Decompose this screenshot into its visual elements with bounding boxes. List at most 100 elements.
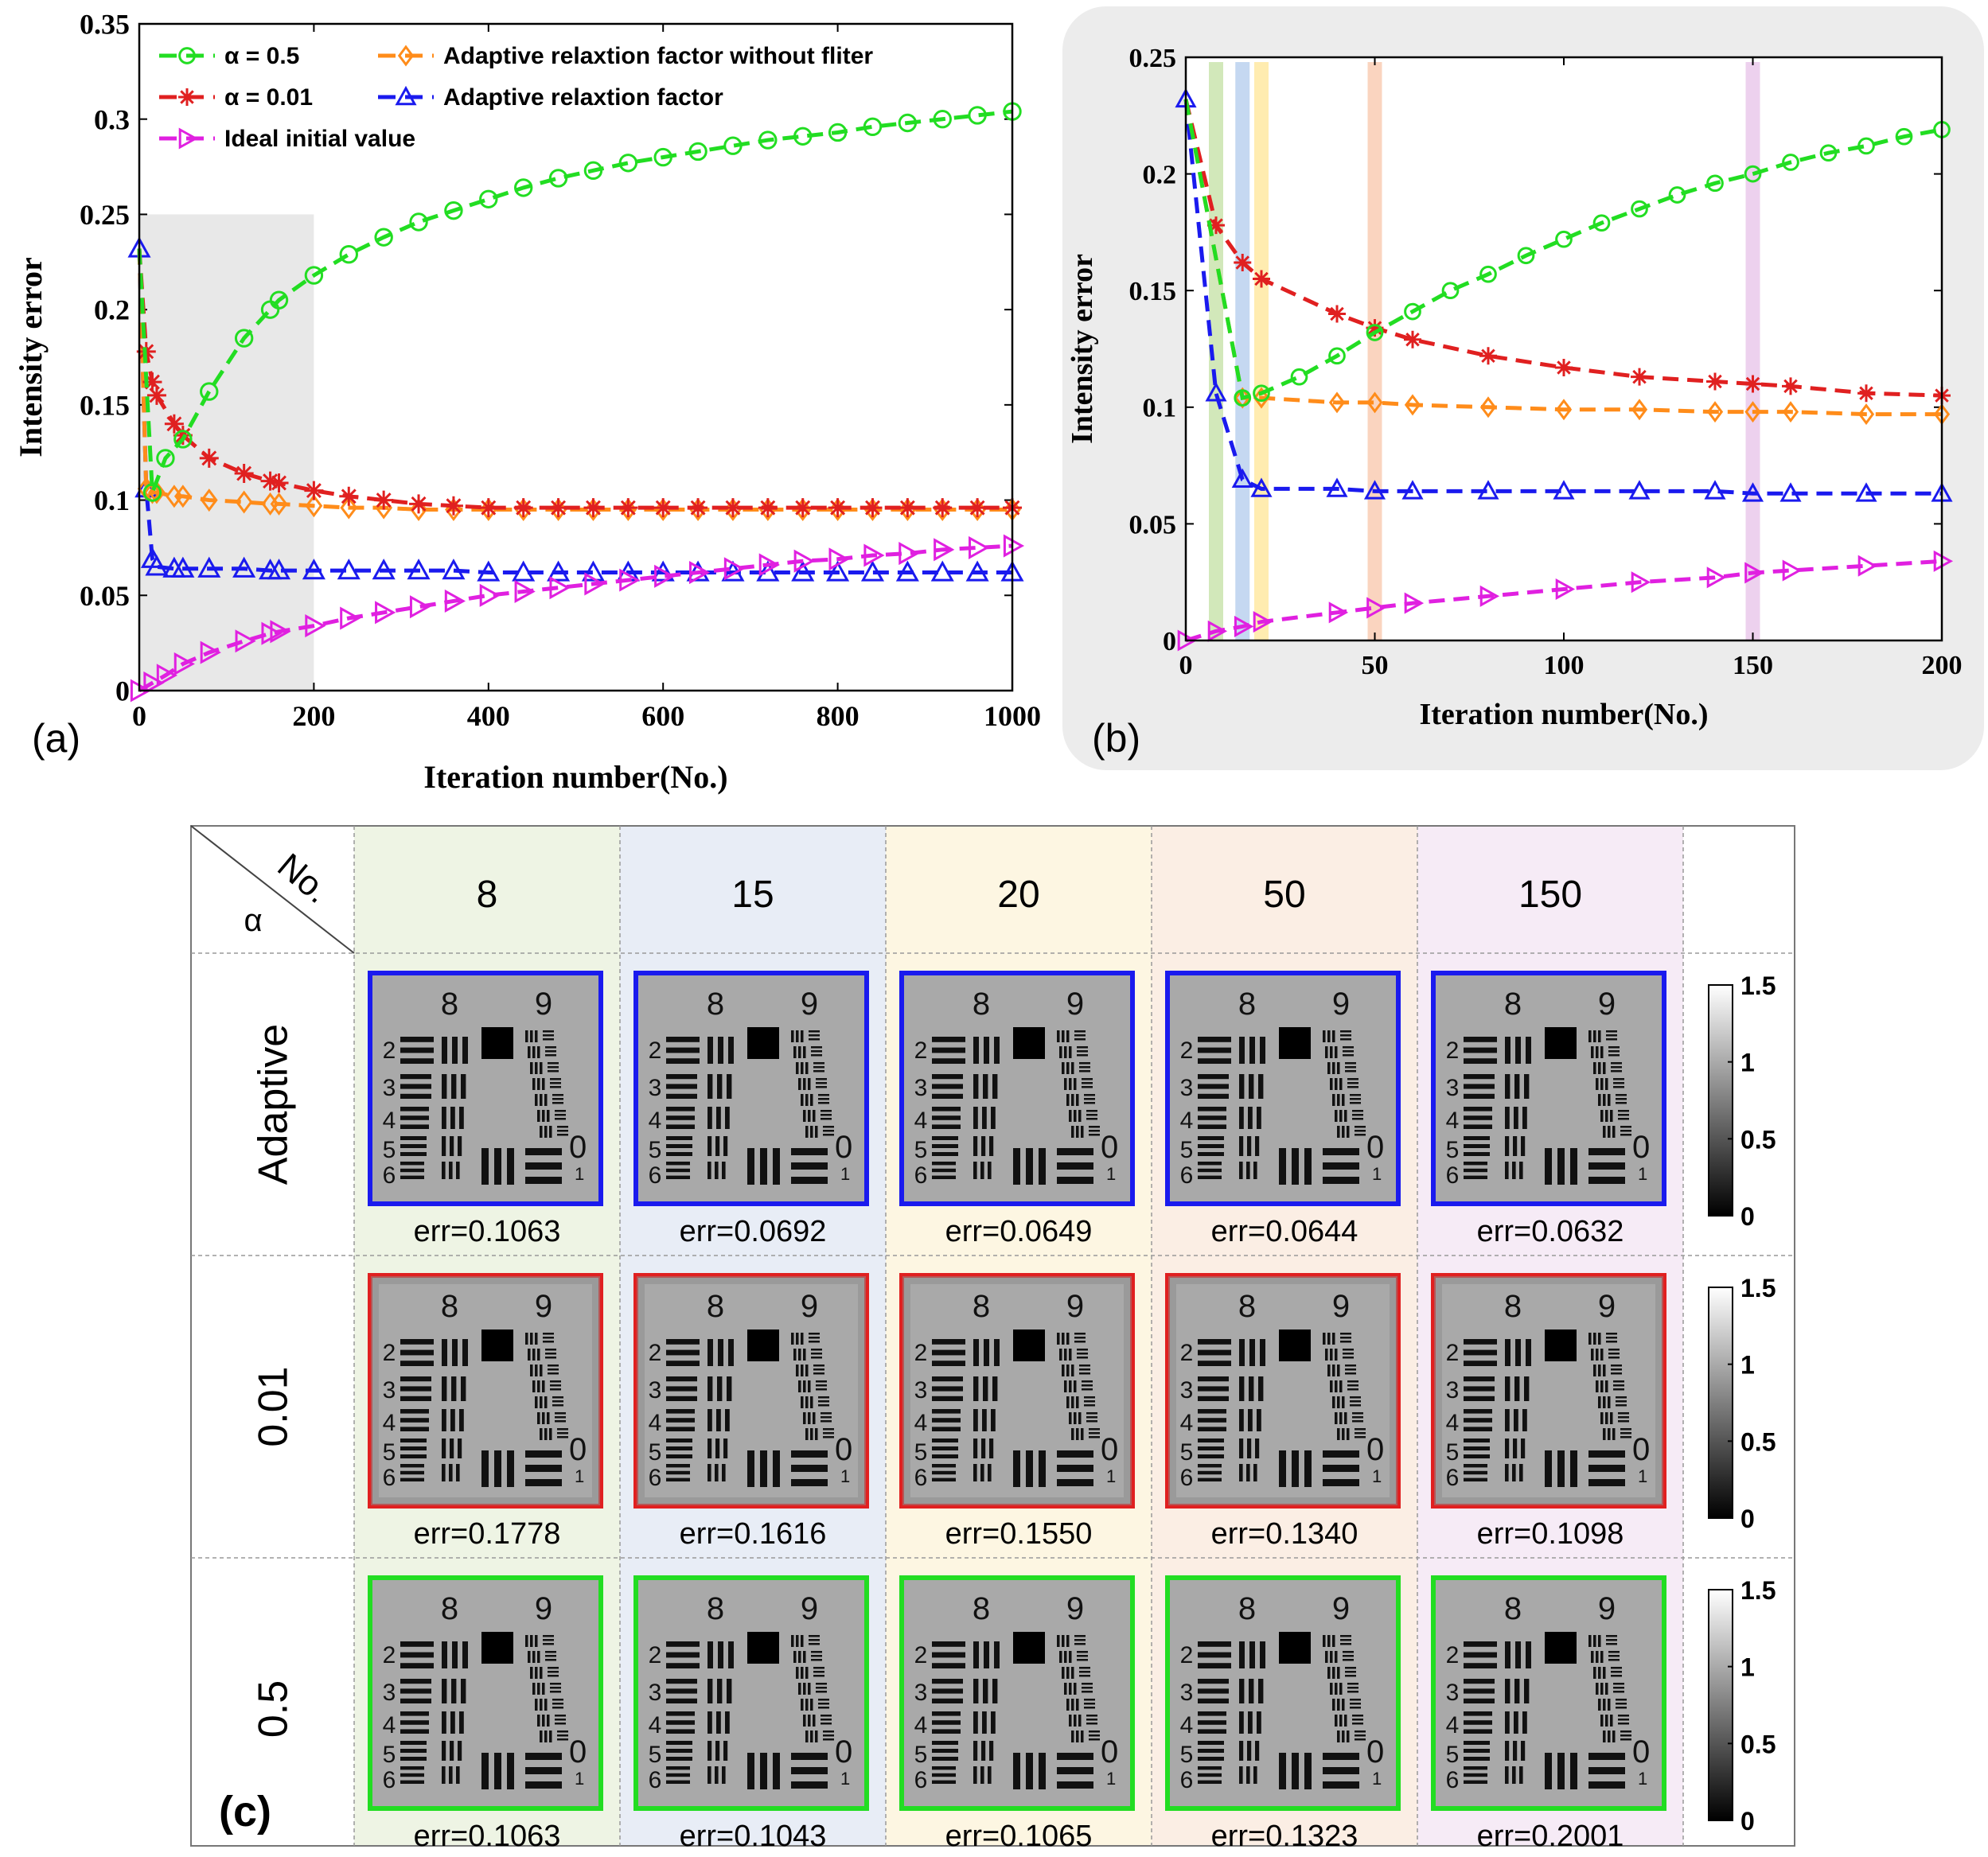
target-fine-bar xyxy=(1612,1730,1616,1742)
target-fine-bar xyxy=(1337,1699,1340,1711)
target-bar-vertical xyxy=(1246,1766,1250,1784)
target-square xyxy=(1545,1329,1577,1361)
target-bar-vertical xyxy=(988,1464,992,1481)
row-label-0.5: 0.5 xyxy=(251,1680,297,1738)
target-bar-horizontal xyxy=(1198,1749,1224,1753)
highlight-band-15 xyxy=(1235,62,1250,640)
target-fine-bar xyxy=(816,1078,827,1080)
colorbar xyxy=(1708,1287,1733,1519)
target-fine-bar xyxy=(1355,1130,1366,1132)
target-fine-bar xyxy=(803,1412,806,1424)
target-fine-bar xyxy=(548,1671,559,1673)
target-element-number: 6 xyxy=(1446,1162,1460,1189)
data-point xyxy=(1779,482,1802,502)
target-element-number: 6 xyxy=(1446,1465,1460,1491)
target-bar-horizontal xyxy=(932,1749,958,1753)
target-fine-bar xyxy=(811,1353,822,1355)
data-point xyxy=(653,498,673,518)
target-bar-horizontal xyxy=(666,1124,695,1129)
error-value: err=0.0644 xyxy=(1211,1215,1358,1248)
target-element-number: 2 xyxy=(914,1642,928,1668)
target-fine-bar xyxy=(1605,1078,1608,1090)
target-fine-bar xyxy=(543,1639,554,1641)
target-bar-horizontal xyxy=(666,1175,690,1179)
target-fine-bar xyxy=(1343,1353,1354,1355)
data-point xyxy=(860,560,885,582)
target-element-number: 2 xyxy=(1446,1038,1460,1064)
target-bar-horizontal xyxy=(400,1107,429,1111)
data-point xyxy=(197,556,221,578)
target-fine-bar xyxy=(809,1333,820,1335)
target-bar-vertical xyxy=(452,1641,458,1668)
target-bar-vertical xyxy=(1249,1679,1254,1703)
target-fine-bar xyxy=(555,1719,566,1721)
target-large-bar-vertical xyxy=(760,1753,767,1789)
target-large-bar-horizontal xyxy=(525,1753,562,1760)
target-large-bar-vertical xyxy=(507,1450,514,1487)
target-bar-vertical xyxy=(707,1162,711,1179)
target-large-bar-vertical xyxy=(1545,1148,1552,1185)
target-bar-vertical xyxy=(1505,1339,1510,1366)
legend-marker xyxy=(395,85,417,106)
target-fine-bar xyxy=(557,1130,568,1132)
target-fine-bar xyxy=(1074,1034,1086,1037)
target-fine-bar xyxy=(1610,1110,1613,1122)
target-fine-bar xyxy=(823,1130,834,1132)
target-bar-vertical xyxy=(1515,1037,1521,1064)
target-fine-bar xyxy=(530,1635,533,1647)
data-point xyxy=(1782,559,1803,582)
target-fine-bar xyxy=(823,1738,834,1741)
data-point xyxy=(1290,368,1308,386)
target-fine-bar xyxy=(1618,1110,1629,1112)
target-fine-bar xyxy=(1355,1730,1366,1733)
target-fine-bar xyxy=(808,1380,811,1392)
data-point xyxy=(269,473,289,493)
target-large-bar-vertical xyxy=(1279,1450,1286,1487)
target-bar-vertical xyxy=(984,1339,989,1366)
colorbar-tick-label: 1.5 xyxy=(1740,1576,1776,1605)
target-fine-bar xyxy=(805,1396,809,1408)
target-fine-bar xyxy=(555,1118,566,1120)
target-group-8: 8 xyxy=(441,987,458,1022)
target-fine-bar xyxy=(544,1428,548,1440)
target-bar-vertical xyxy=(1512,1464,1516,1481)
target-fine-bar xyxy=(1345,1365,1356,1367)
target-fine-bar xyxy=(1071,1126,1074,1138)
target-bar-vertical xyxy=(1514,1074,1520,1099)
target-fine-bar xyxy=(548,1368,559,1371)
target-bar-horizontal xyxy=(932,1679,963,1684)
target-group-8: 8 xyxy=(1504,1591,1522,1626)
target-group-8: 8 xyxy=(973,987,990,1022)
target-bar-vertical xyxy=(1257,1107,1261,1129)
target-bar-vertical xyxy=(1255,1741,1260,1761)
data-point xyxy=(513,178,533,197)
plot-frame xyxy=(138,22,1014,692)
target-group-1-label: 1 xyxy=(1638,1466,1647,1486)
target-fine-bar xyxy=(810,1126,813,1138)
target-fine-bar xyxy=(1330,1380,1333,1392)
target-fine-bar xyxy=(815,1126,818,1138)
error-value: err=0.0649 xyxy=(945,1215,1093,1248)
target-bar-vertical xyxy=(442,1376,447,1401)
target-fine-bar xyxy=(543,1341,554,1343)
target-fine-bar xyxy=(1071,1396,1074,1408)
target-fine-bar xyxy=(1355,1432,1366,1435)
target-bar-vertical xyxy=(1505,1162,1509,1179)
target-fine-bar xyxy=(1066,1333,1070,1345)
data-point xyxy=(653,147,672,167)
target-element-number: 5 xyxy=(649,1742,662,1768)
target-fine-bar xyxy=(1608,1699,1611,1711)
target-fine-bar xyxy=(1066,1094,1070,1106)
target-bar-vertical xyxy=(988,1766,992,1784)
target-group-8: 8 xyxy=(1238,1591,1256,1626)
data-point xyxy=(1631,399,1648,421)
target-bar-horizontal xyxy=(1198,1175,1222,1179)
target-bar-vertical xyxy=(461,1376,466,1401)
target-bar-horizontal xyxy=(666,1152,692,1156)
target-fine-bar xyxy=(548,1365,559,1367)
target-fine-bar xyxy=(805,1365,809,1376)
target-bar-vertical xyxy=(1505,1074,1510,1099)
target-bar-horizontal xyxy=(666,1741,692,1745)
error-value: err=0.1340 xyxy=(1211,1517,1358,1551)
target-fine-bar xyxy=(545,1651,556,1653)
